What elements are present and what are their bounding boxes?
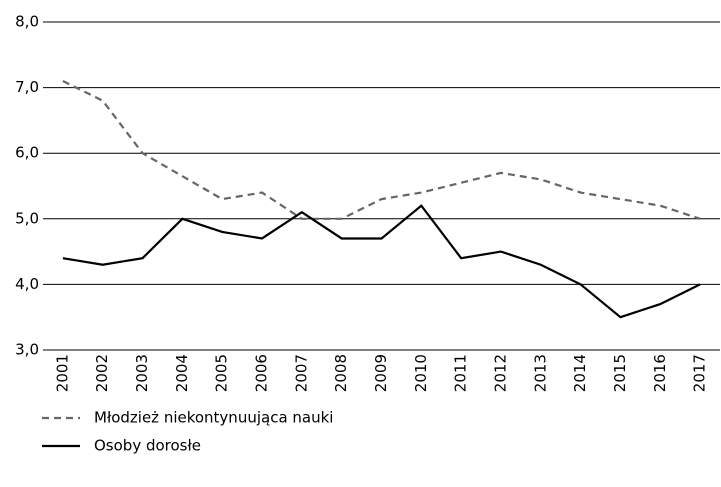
legend-label: Młodzież niekontynuująca nauki (94, 409, 333, 427)
x-tick-label: 2016 (651, 354, 669, 392)
x-tick-label: 2015 (611, 354, 629, 392)
x-tick-label: 2008 (332, 354, 350, 392)
y-tick-label: 6,0 (15, 144, 39, 162)
x-tick-label: 2002 (93, 354, 111, 392)
x-tick-label: 2007 (292, 354, 310, 392)
x-tick-label: 2009 (372, 354, 390, 392)
y-tick-label: 5,0 (15, 209, 39, 227)
y-tick-label: 4,0 (15, 275, 39, 293)
x-tick-label: 2013 (531, 354, 549, 392)
y-tick-label: 7,0 (15, 78, 39, 96)
x-tick-label: 2004 (173, 354, 191, 392)
x-tick-label: 2005 (213, 354, 231, 392)
x-tick-label: 2001 (53, 354, 71, 392)
x-tick-label: 2012 (491, 354, 509, 392)
x-tick-label: 2006 (253, 354, 271, 392)
x-tick-label: 2014 (571, 354, 589, 392)
legend-label: Osoby dorosłe (94, 437, 201, 455)
line-series (62, 80, 701, 220)
x-tick-label: 2010 (412, 354, 430, 392)
x-tick-label: 2003 (133, 354, 151, 392)
x-tick-label: 2017 (691, 354, 709, 392)
x-tick-label: 2011 (452, 354, 470, 392)
line-series (62, 204, 701, 319)
y-tick-label: 8,0 (15, 13, 39, 31)
y-tick-label: 3,0 (15, 341, 39, 359)
